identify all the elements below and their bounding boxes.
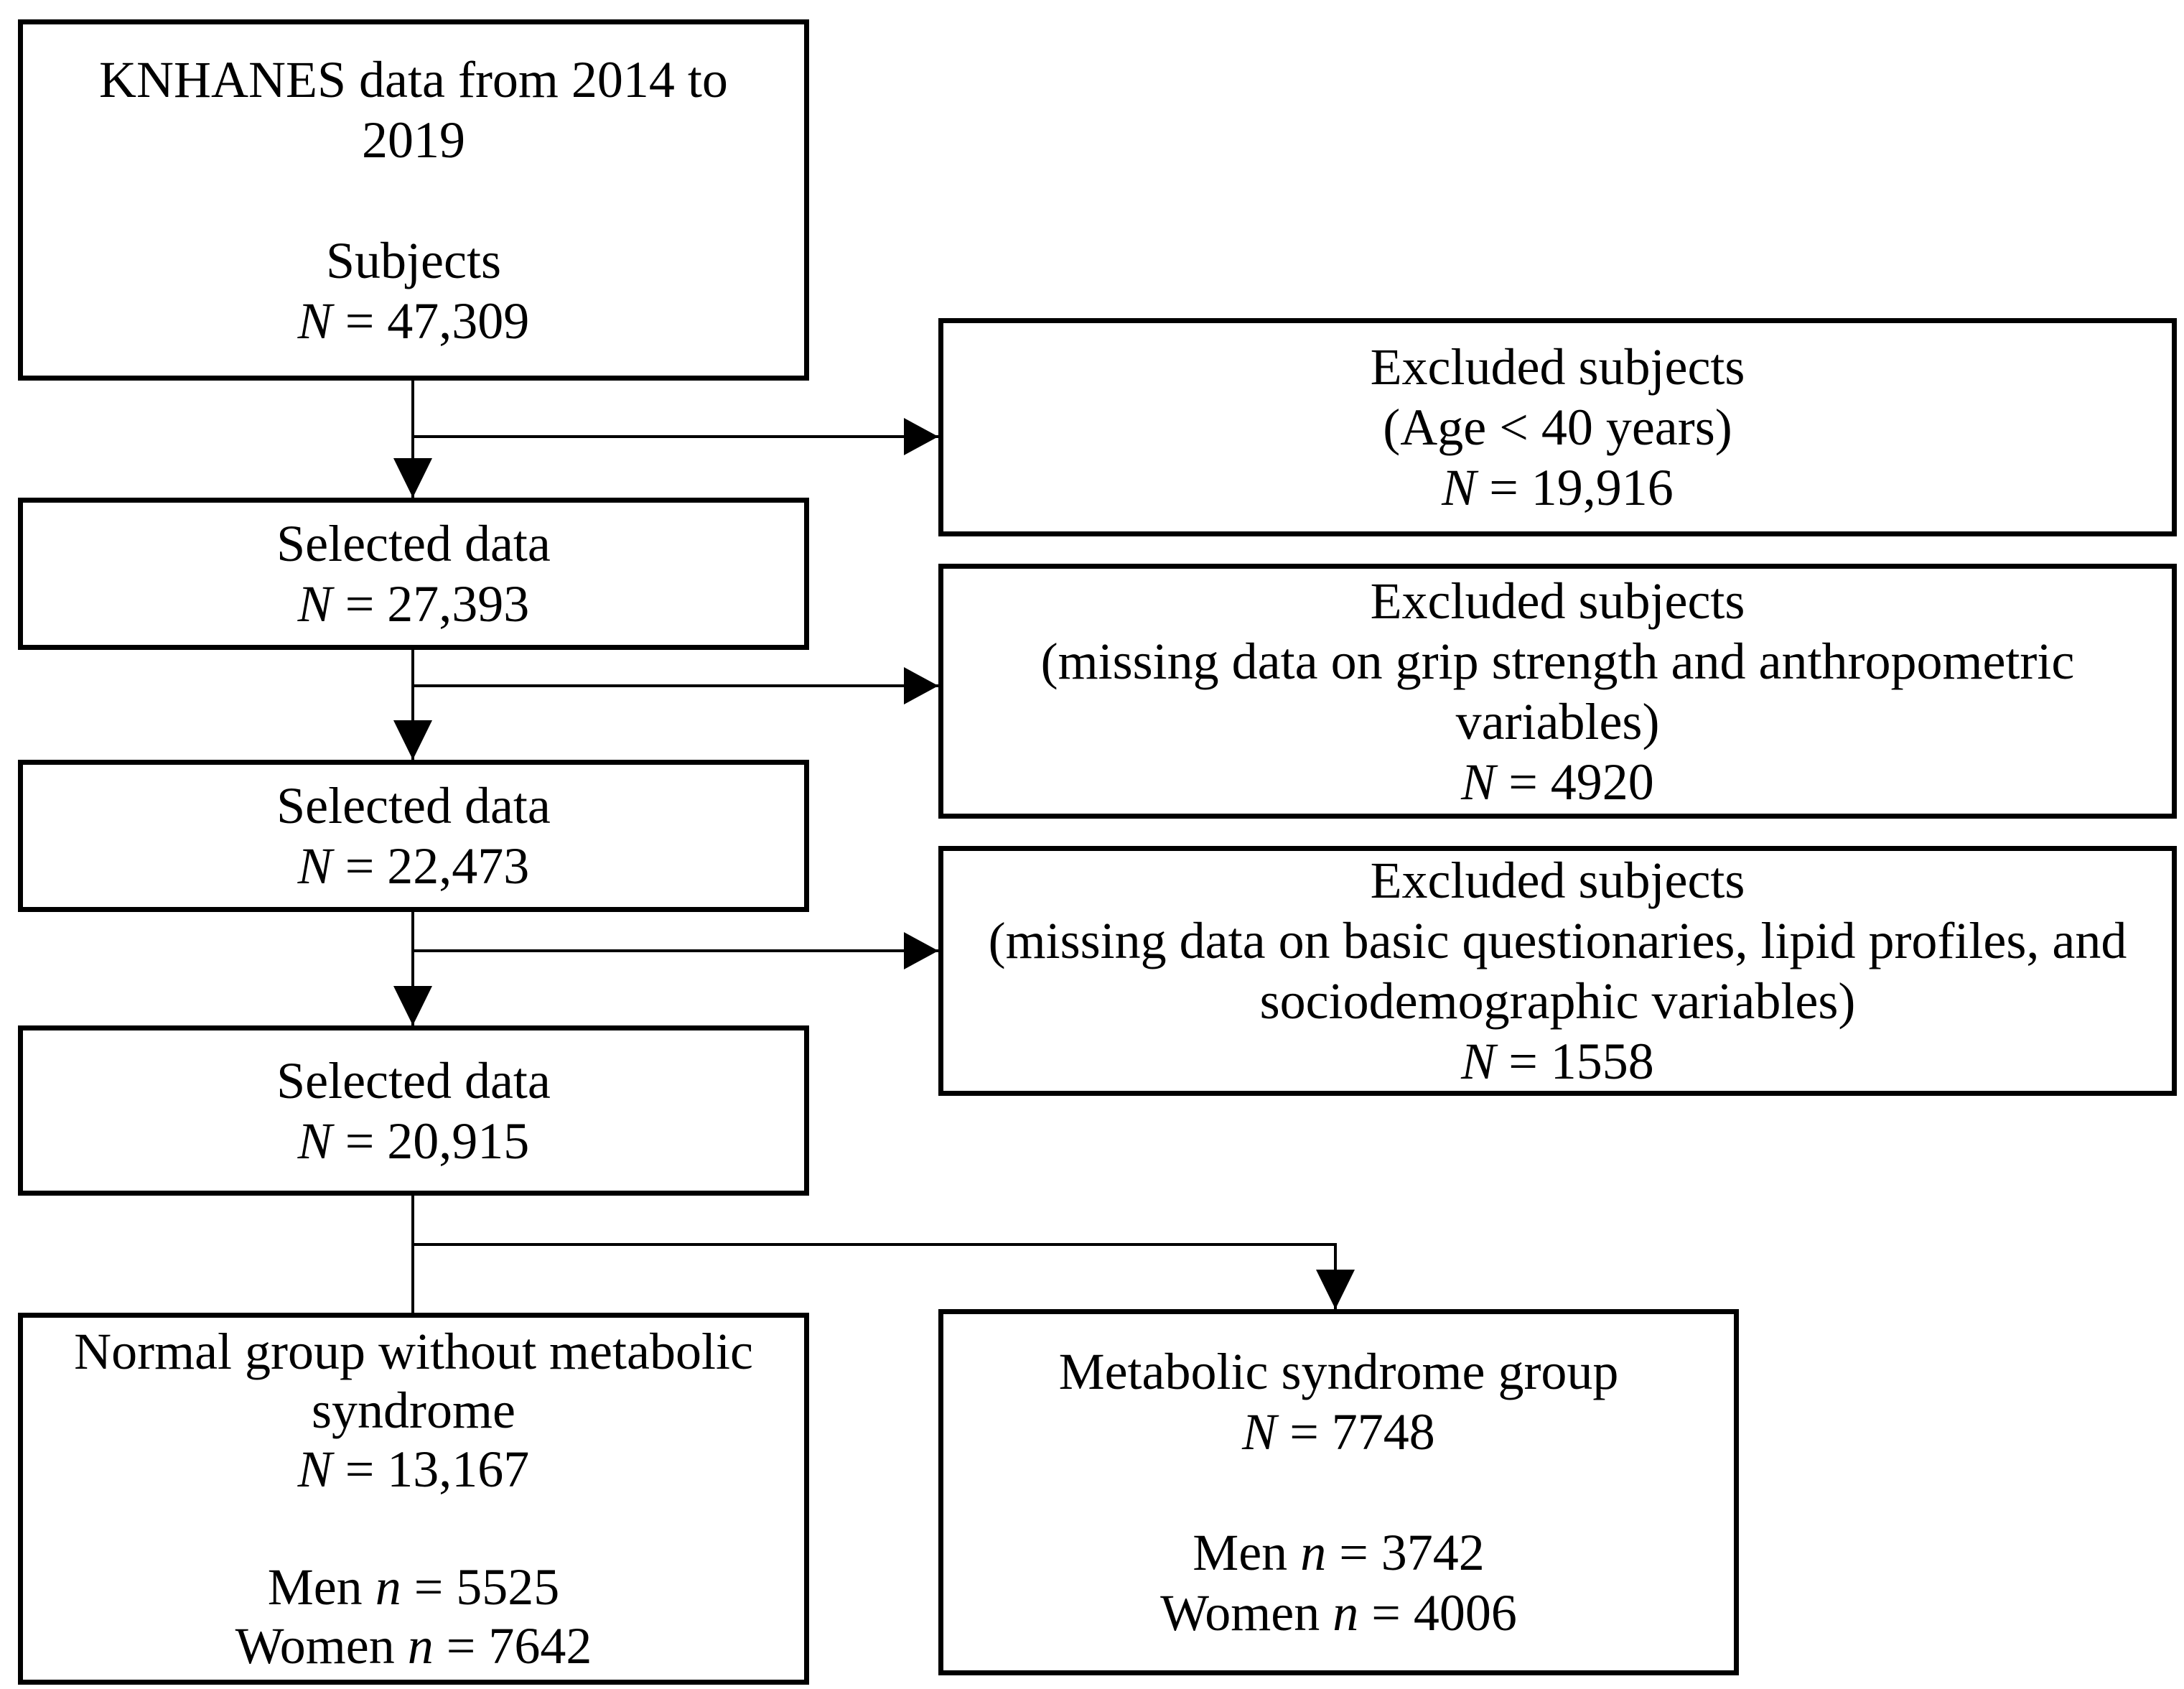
text-line: Women n = 4006 <box>1160 1584 1517 1642</box>
arrowhead-right-icon <box>904 667 938 704</box>
text-line: Women n = 7642 <box>235 1617 592 1675</box>
arrowhead-down-icon <box>393 720 432 760</box>
text-line: Subjects <box>326 231 501 289</box>
box-selected-data-3: Selected data N = 20,915 <box>18 1025 809 1196</box>
text-line: KNHANES data from 2014 to <box>99 50 728 108</box>
text-line: Men n = 3742 <box>1193 1524 1485 1581</box>
text-line: sociodemographic variables) <box>1259 972 1856 1030</box>
text-line: Metabolic syndrome group <box>1058 1343 1619 1400</box>
text-line: Excluded subjects <box>1370 572 1745 630</box>
box-normal-group: Normal group without metabolic syndrome … <box>18 1313 809 1685</box>
text-line: N = 27,393 <box>297 575 530 633</box>
text-line: Excluded subjects <box>1370 852 1745 909</box>
arrowhead-down-icon <box>393 986 432 1025</box>
box-selected-data-2: Selected data N = 22,473 <box>18 760 809 912</box>
text-line: Normal group without metabolic <box>74 1323 753 1380</box>
connector-branch-to-excluded3 <box>411 949 938 952</box>
text-line: variables) <box>1455 692 1660 750</box>
text-line: Selected data <box>276 1051 551 1109</box>
text-line: N = 47,309 <box>297 292 530 350</box>
text-line: N = 13,167 <box>297 1441 530 1498</box>
connector-branch-to-excluded2 <box>411 684 938 687</box>
text-line: syndrome <box>312 1382 515 1439</box>
connector-source-to-selected1 <box>411 381 414 498</box>
text-line: (missing data on basic questionaries, li… <box>988 912 2127 969</box>
box-excluded-grip: Excluded subjects (missing data on grip … <box>938 564 2177 819</box>
text-line: N = 20,915 <box>297 1112 530 1170</box>
connector-selected3-to-normal-group <box>411 1196 414 1313</box>
box-excluded-questionnaire: Excluded subjects (missing data on basic… <box>938 846 2177 1096</box>
connector-selected1-to-selected2 <box>411 650 414 760</box>
arrowhead-right-icon <box>904 418 938 455</box>
connector-branch-to-mets-group <box>411 1243 1337 1246</box>
text-line: N = 19,916 <box>1442 459 1674 516</box>
box-knhanes-source: KNHANES data from 2014 to 2019 Subjects … <box>18 19 809 381</box>
text-line: Excluded subjects <box>1370 338 1745 396</box>
text-line: N = 1558 <box>1461 1033 1654 1090</box>
text-line: N = 7748 <box>1242 1403 1435 1461</box>
text-line: N = 4920 <box>1461 753 1654 811</box>
arrowhead-down-icon <box>1316 1270 1355 1309</box>
box-excluded-age: Excluded subjects (Age < 40 years) N = 1… <box>938 318 2177 536</box>
text-line: Selected data <box>276 777 551 834</box>
text-line: (Age < 40 years) <box>1383 399 1732 456</box>
text-line: Men n = 5525 <box>267 1558 560 1616</box>
box-selected-data-1: Selected data N = 27,393 <box>18 498 809 650</box>
box-metabolic-syndrome-group: Metabolic syndrome group N = 7748 Men n … <box>938 1309 1739 1675</box>
text-line: N = 22,473 <box>297 837 530 895</box>
text-line: Selected data <box>276 515 551 572</box>
text-line: (missing data on grip strength and anthr… <box>1040 632 2075 690</box>
connector-branch-to-excluded1 <box>411 435 938 438</box>
text-line: 2019 <box>362 111 465 169</box>
connector-selected2-to-selected3 <box>411 912 414 1025</box>
arrowhead-right-icon <box>904 932 938 969</box>
arrowhead-down-icon <box>393 458 432 498</box>
